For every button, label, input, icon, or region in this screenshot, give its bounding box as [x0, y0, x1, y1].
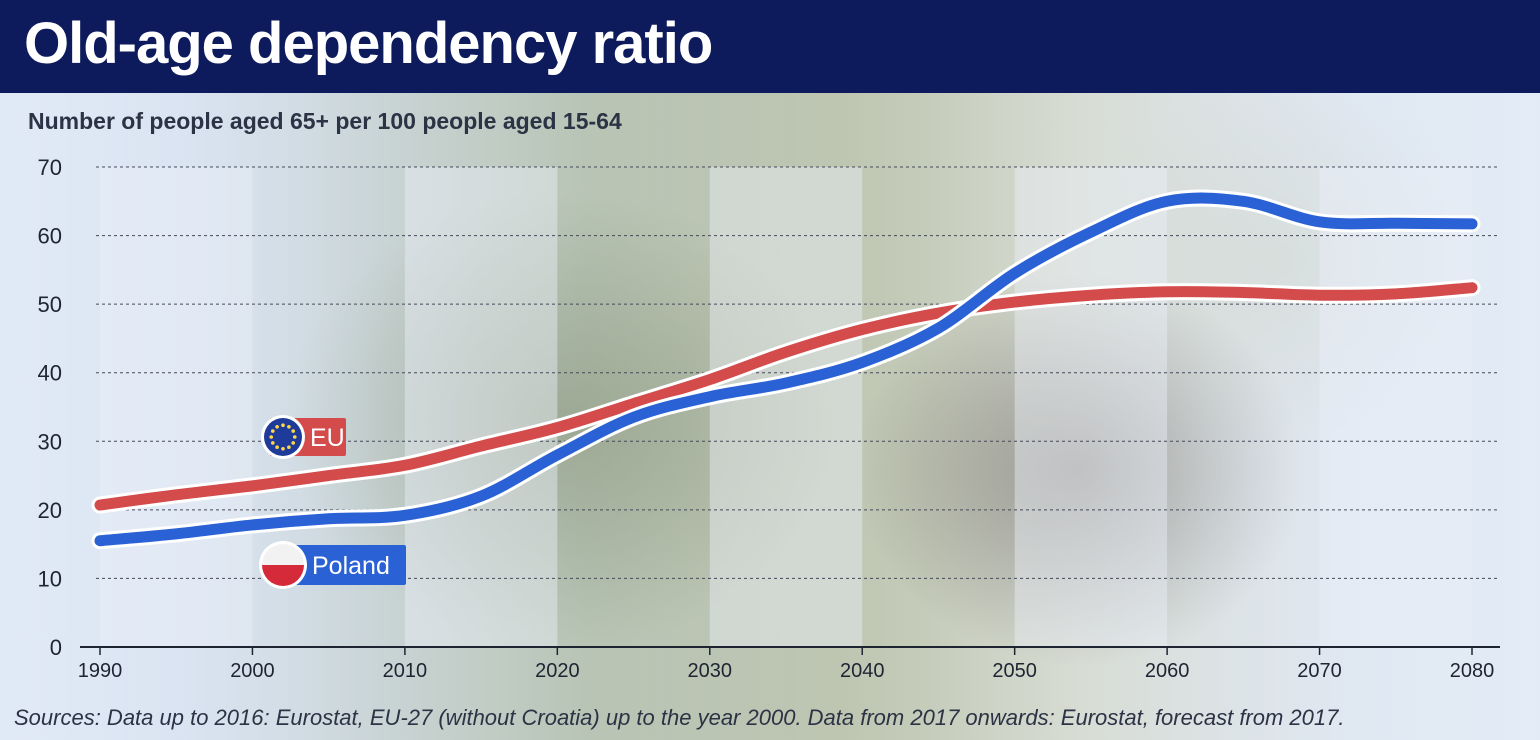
eu-flag-star [281, 423, 285, 428]
y-tick-label: 40 [38, 361, 62, 386]
poland-flag-white [262, 544, 304, 565]
eu-flag-star [275, 424, 279, 429]
series-label-text-poland: Poland [312, 552, 390, 580]
y-tick-label: 10 [38, 566, 62, 591]
series-label-eu: EU [261, 415, 346, 459]
decade-band [709, 167, 863, 647]
chart-subtitle: Number of people aged 65+ per 100 people… [28, 108, 622, 134]
eu-flag-star [270, 429, 275, 433]
x-tick-label: 2040 [840, 660, 885, 682]
y-tick-label: 60 [38, 224, 62, 249]
x-tick-label: 2010 [383, 660, 428, 682]
series-lines [91, 189, 1481, 550]
eu-flag-star [291, 429, 296, 433]
eu-flag-star [287, 424, 291, 429]
x-tick-label: 2070 [1297, 660, 1342, 682]
series-labels: EU Poland [259, 415, 406, 589]
chart-title: Old-age dependency ratio [24, 11, 713, 76]
x-tick-label: 2050 [992, 660, 1037, 682]
x-tick-label: 2030 [688, 660, 733, 682]
eu-flag-star [281, 446, 285, 451]
decade-band [404, 167, 558, 647]
x-tick-label: 2080 [1450, 660, 1495, 682]
x-axis-ticks: 1990 2000 2010 2020 2030 2040 2050 2060 2070 2080 [78, 647, 1495, 682]
x-tick-label: 2060 [1145, 660, 1190, 682]
series-line-eu [94, 282, 1478, 511]
poland-flag-red [262, 565, 304, 586]
y-tick-label: 50 [38, 292, 62, 317]
y-axis-ticks: 0 10 20 30 40 50 60 70 [38, 155, 62, 660]
eu-flag-star [269, 435, 274, 439]
y-tick-label: 30 [38, 429, 62, 454]
eu-flag-star [275, 445, 279, 450]
series-label-text-eu: EU [310, 424, 345, 452]
y-tick-label: 70 [38, 155, 62, 180]
decade-band [1014, 167, 1168, 647]
eu-flag-star [291, 441, 296, 445]
y-tick-label: 0 [50, 635, 62, 660]
x-tick-label: 2020 [535, 660, 580, 682]
eu-flag-star [292, 435, 297, 439]
series-line-poland [94, 192, 1478, 547]
header-bar: Old-age dependency ratio [0, 0, 1540, 93]
eu-flag-field [264, 418, 302, 456]
decade-bands [100, 167, 1472, 647]
eu-flag-star [287, 445, 291, 450]
source-note: Sources: Data up to 2016: Eurostat, EU-2… [14, 705, 1345, 730]
decade-band [100, 167, 253, 647]
x-tick-label: 1990 [78, 660, 123, 682]
y-tick-label: 20 [38, 498, 62, 523]
series-label-poland: Poland [259, 541, 406, 589]
x-tick-label: 2000 [230, 660, 275, 682]
decade-band [1319, 167, 1472, 647]
eu-flag-star [270, 441, 275, 445]
